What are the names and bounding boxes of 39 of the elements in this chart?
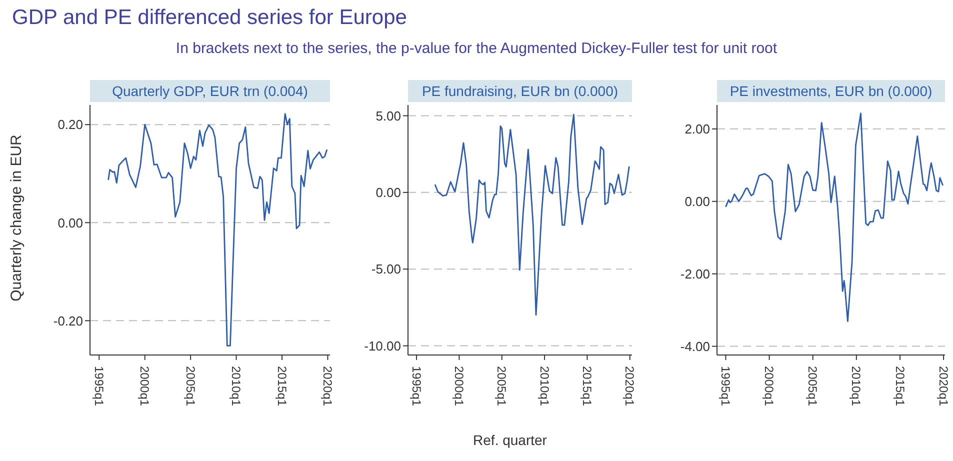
x-tick-label: 2000q1 [452, 366, 466, 406]
y-tick-label: -10.00 [364, 338, 401, 354]
text: PE investments, EUR bn (0.000) [717, 80, 945, 102]
x-tick-label: 2010q1 [849, 366, 864, 406]
y-tick-label: 0.00 [58, 215, 83, 230]
y-tick-label: -2.00 [680, 266, 710, 282]
x-tick-label: 1995q1 [718, 366, 733, 406]
x-tick-label: 1995q1 [92, 366, 106, 406]
chart-title: GDP and PE differenced series for Europe [12, 6, 407, 30]
y-tick-label: 2.00 [684, 122, 710, 137]
line-series [725, 112, 944, 322]
x-tick-label: 2005q1 [183, 366, 198, 406]
x-tick-label: 2015q1 [580, 366, 594, 406]
y-tick-label: 0.00 [684, 194, 710, 209]
series-label: Quarterly GDP, EUR trn (0.004) [90, 80, 330, 102]
x-tick-label: 2015q1 [892, 366, 907, 406]
x-tick-label: 2020q1 [936, 366, 950, 406]
y-tick-label: -4.00 [680, 338, 710, 354]
x-tick-label: 2010q1 [537, 366, 552, 406]
x-tick-label: 2005q1 [806, 366, 820, 406]
y-tick-label: -5.00 [371, 262, 401, 277]
x-tick-label: 2010q1 [229, 366, 244, 406]
y-tick-label: 0.00 [376, 185, 401, 200]
x-tick-label: 2000q1 [762, 366, 776, 406]
x-tick-label: 1995q1 [409, 366, 424, 406]
text: PE fundraising, EUR bn (0.000) [408, 80, 632, 102]
y-tick-label: 0.20 [58, 117, 83, 132]
y-tick-label: 5.00 [376, 108, 401, 124]
line-series [108, 113, 328, 346]
x-tick-label: 2005q1 [494, 366, 509, 406]
line-series [434, 114, 630, 316]
x-tick-label: 2020q1 [320, 366, 335, 406]
x-axis-title: Ref. quarter [472, 432, 548, 448]
x-tick-label: 2015q1 [274, 366, 289, 406]
text: In brackets next to the series, the p-value for the Augmented Dickey-Fuller test for unit root [174, 40, 778, 57]
x-tick-label: 2020q1 [622, 366, 637, 406]
x-tick-label: 2000q1 [138, 366, 152, 406]
y-axis-title: Quarterly change in EUR [8, 134, 26, 304]
y-tick-label: -0.20 [53, 313, 83, 328]
